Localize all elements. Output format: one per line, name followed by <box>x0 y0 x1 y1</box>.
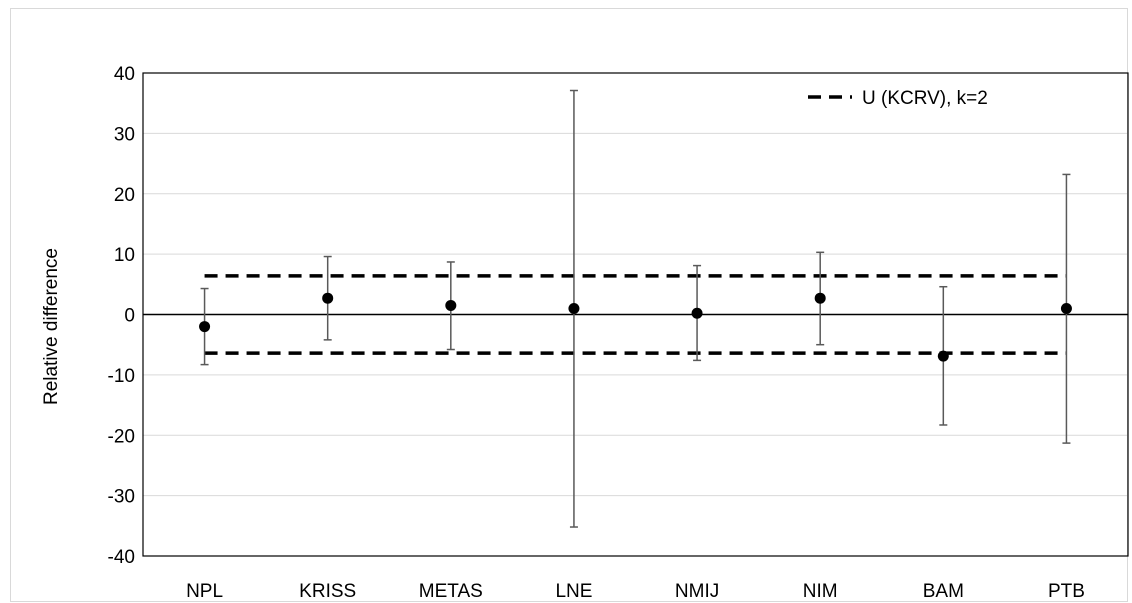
y-tick-label: 10 <box>114 245 135 266</box>
kcrv-lines <box>204 274 1067 355</box>
y-tick-label: 20 <box>114 185 135 206</box>
y-tick-label: -40 <box>108 547 135 568</box>
error-bars <box>200 89 1071 528</box>
y-tick-labels: -40 -30 -20 -10 0 10 20 30 40 <box>108 64 135 568</box>
data-point <box>445 299 457 311</box>
plot-area-border <box>142 72 1129 557</box>
y-tick-label: 40 <box>114 64 135 85</box>
x-category-label: NMIJ <box>675 581 719 602</box>
y-tick-label: -20 <box>108 426 135 447</box>
category-labels: NPL KRISS METAS LNE NMIJ NIM BAM PTB <box>186 581 1085 602</box>
y-tick-label: -10 <box>108 366 135 387</box>
x-category-label: BAM <box>923 581 964 602</box>
data-point <box>1060 302 1072 314</box>
x-category-label: LNE <box>555 581 592 602</box>
x-category-label: NPL <box>186 581 223 602</box>
data-point <box>322 292 334 304</box>
x-category-label: KRISS <box>299 581 356 602</box>
data-points <box>199 292 1072 362</box>
data-point <box>814 292 826 304</box>
y-axis-label: Relative difference <box>41 248 62 405</box>
data-point <box>691 307 703 319</box>
y-tick-label: -30 <box>108 487 135 508</box>
legend-label: U (KCRV), k=2 <box>862 88 988 109</box>
x-category-label: PTB <box>1048 581 1085 602</box>
y-tick-label: 0 <box>124 306 135 327</box>
data-point <box>199 321 211 333</box>
chart-frame <box>10 8 1128 602</box>
data-point <box>937 350 949 362</box>
x-category-label: NIM <box>803 581 838 602</box>
y-tick-label: 30 <box>114 124 135 145</box>
x-category-label: METAS <box>419 581 483 602</box>
data-point <box>568 302 580 314</box>
legend: U (KCRV), k=2 <box>808 88 988 109</box>
